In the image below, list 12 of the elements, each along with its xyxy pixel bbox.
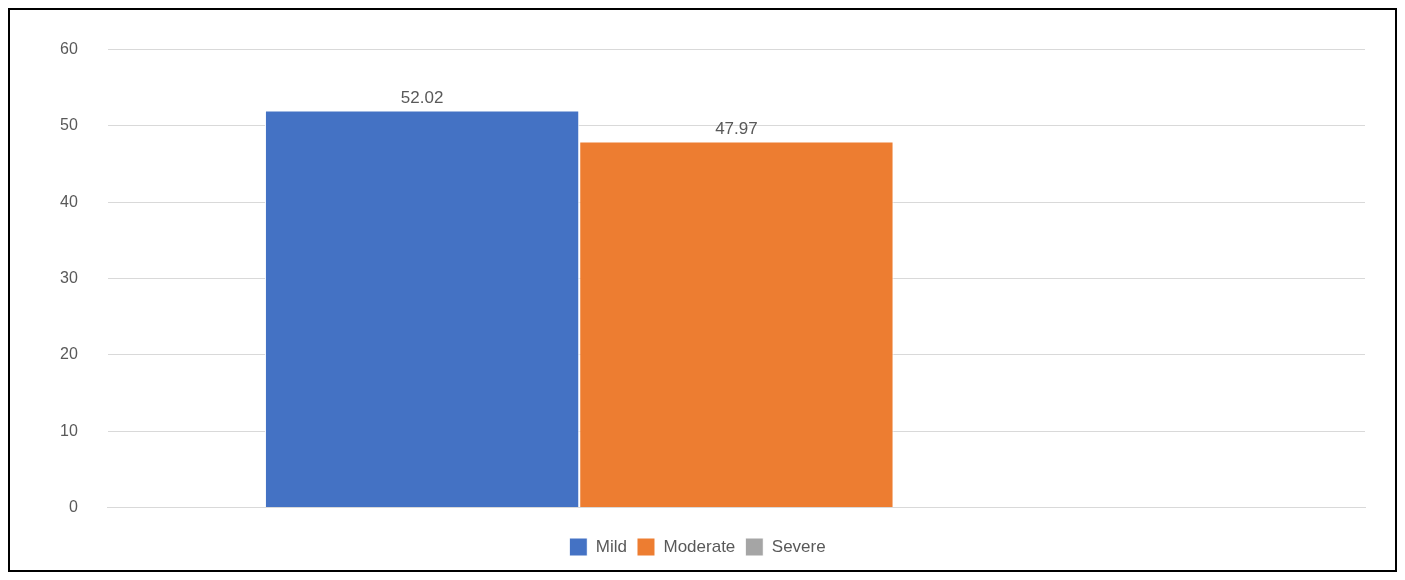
legend-label: Moderate	[663, 536, 736, 556]
legend-label: Mild	[595, 536, 627, 556]
y-tick-label: 30	[60, 269, 78, 287]
y-tick-label: 20	[60, 345, 78, 363]
data-label: 52.02	[400, 87, 444, 107]
y-tick-label: 40	[60, 192, 78, 210]
y-tick-label: 10	[60, 421, 78, 439]
y-tick-label: 0	[68, 498, 78, 516]
y-tick-label: 60	[60, 40, 78, 58]
y-tick-label: 50	[60, 116, 78, 134]
data-label: 47.97	[715, 118, 758, 138]
legend-label: Severe	[771, 536, 826, 556]
